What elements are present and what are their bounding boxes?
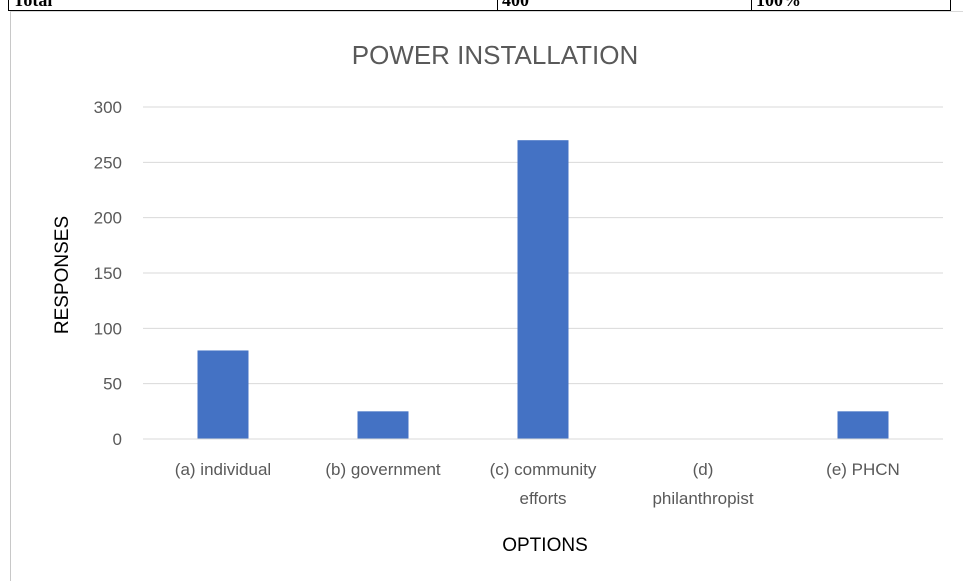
x-axis-title: OPTIONS: [502, 535, 588, 556]
chart-frame: [10, 11, 963, 581]
y-tick-label: 300: [94, 98, 122, 117]
y-tick-label: 200: [94, 209, 122, 228]
y-axis-title: RESPONSES: [52, 216, 73, 334]
x-tick-label: efforts: [520, 489, 567, 508]
chart-title: POWER INSTALLATION: [352, 40, 639, 70]
bars: [197, 140, 889, 439]
bar: [357, 411, 409, 439]
x-tick-label: (c) community: [490, 460, 597, 479]
y-tick-label: 150: [94, 264, 122, 283]
bar: [517, 140, 569, 439]
x-tick-label: (b) government: [325, 460, 441, 479]
y-tick-label: 250: [94, 153, 122, 172]
y-tick-label: 50: [103, 375, 122, 394]
table-row: Total 400 100%: [8, 0, 951, 11]
y-tick-label: 100: [94, 319, 122, 338]
x-tick-label: (d): [693, 460, 714, 479]
x-axis-ticks: (a) individual (b) government (c) communit…: [175, 460, 900, 508]
table-cell-percent: 100%: [751, 0, 951, 11]
bar: [197, 350, 249, 439]
x-tick-label: (a) individual: [175, 460, 271, 479]
x-tick-label: (e) PHCN: [826, 460, 900, 479]
summary-table: Total 400 100%: [8, 0, 951, 11]
y-tick-label: 0: [113, 430, 122, 449]
table-fragment: Total 400 100%: [0, 0, 963, 12]
y-axis-ticks: 0 50 100 150 200 250 300: [94, 98, 122, 449]
x-tick-label: philanthropist: [652, 489, 753, 508]
bar: [837, 411, 889, 439]
